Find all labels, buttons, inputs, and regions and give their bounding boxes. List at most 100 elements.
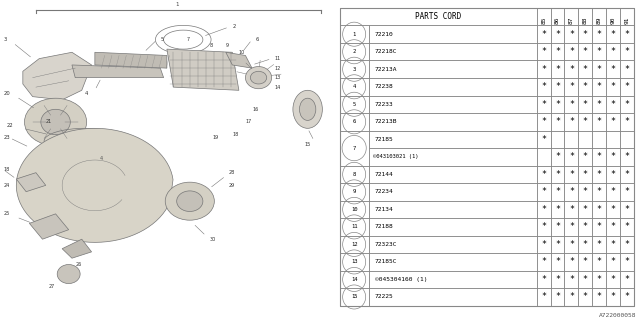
Bar: [537, 26, 550, 43]
Polygon shape: [16, 173, 45, 192]
Bar: [340, 236, 369, 253]
Bar: [606, 43, 620, 60]
Text: 91: 91: [625, 16, 629, 24]
Bar: [592, 165, 606, 183]
Ellipse shape: [165, 182, 214, 220]
Text: *: *: [611, 152, 616, 161]
Bar: [564, 253, 579, 271]
Text: *: *: [596, 30, 602, 39]
Bar: [620, 60, 634, 78]
Text: 88: 88: [583, 16, 588, 24]
Bar: [340, 253, 369, 271]
Bar: [537, 183, 550, 201]
Bar: [369, 236, 537, 253]
Text: *: *: [596, 292, 602, 301]
Text: 89: 89: [596, 16, 602, 24]
Text: *: *: [569, 100, 574, 109]
Bar: [620, 218, 634, 236]
Text: *: *: [555, 82, 560, 91]
Bar: [579, 201, 592, 218]
Bar: [550, 26, 564, 43]
Bar: [564, 148, 579, 165]
Text: *: *: [569, 152, 574, 161]
Bar: [579, 165, 592, 183]
Text: ©043103021 (1): ©043103021 (1): [373, 154, 419, 159]
Bar: [620, 113, 634, 131]
Text: *: *: [611, 100, 616, 109]
Text: 4: 4: [353, 84, 356, 89]
Bar: [592, 148, 606, 165]
Bar: [369, 96, 537, 113]
Bar: [620, 8, 634, 26]
Text: *: *: [611, 170, 616, 179]
Text: ©045304160 (1): ©045304160 (1): [374, 277, 427, 282]
Bar: [579, 253, 592, 271]
Bar: [537, 288, 550, 306]
Text: 72185C: 72185C: [374, 260, 397, 264]
Bar: [579, 60, 592, 78]
Bar: [606, 218, 620, 236]
Bar: [620, 96, 634, 113]
Text: *: *: [541, 30, 546, 39]
Text: *: *: [555, 100, 560, 109]
Text: *: *: [611, 65, 616, 74]
Bar: [537, 113, 550, 131]
Text: *: *: [625, 275, 629, 284]
Bar: [579, 271, 592, 288]
Text: *: *: [541, 257, 546, 267]
Text: 85: 85: [541, 16, 546, 24]
Text: 90: 90: [611, 16, 616, 24]
Bar: [606, 8, 620, 26]
Text: 26: 26: [76, 262, 81, 267]
Bar: [606, 271, 620, 288]
Text: 17: 17: [245, 119, 252, 124]
Bar: [369, 78, 537, 96]
Text: *: *: [569, 222, 574, 231]
Text: *: *: [555, 188, 560, 196]
Bar: [537, 131, 550, 148]
Bar: [592, 271, 606, 288]
Text: 30: 30: [209, 237, 216, 242]
Text: 28: 28: [229, 170, 236, 175]
Text: *: *: [611, 205, 616, 214]
Bar: [550, 113, 564, 131]
Bar: [369, 271, 537, 288]
Text: *: *: [625, 188, 629, 196]
Text: 29: 29: [229, 183, 235, 188]
Text: *: *: [625, 222, 629, 231]
Text: 24: 24: [3, 183, 10, 188]
Text: *: *: [596, 47, 602, 56]
Text: *: *: [611, 257, 616, 267]
Bar: [592, 78, 606, 96]
Bar: [606, 60, 620, 78]
Text: 4: 4: [100, 156, 103, 161]
Text: 15: 15: [351, 294, 357, 300]
Bar: [620, 78, 634, 96]
Text: 27: 27: [49, 284, 55, 289]
Bar: [537, 43, 550, 60]
Polygon shape: [29, 214, 68, 239]
Text: *: *: [583, 257, 588, 267]
Bar: [340, 201, 369, 218]
Bar: [369, 113, 537, 131]
Ellipse shape: [177, 191, 203, 212]
Text: 72218C: 72218C: [374, 49, 397, 54]
Text: *: *: [596, 275, 602, 284]
Text: *: *: [625, 170, 629, 179]
Text: 11: 11: [351, 224, 357, 229]
Text: 23: 23: [3, 135, 10, 140]
Text: *: *: [583, 65, 588, 74]
Text: *: *: [596, 100, 602, 109]
Text: 72238: 72238: [374, 84, 394, 89]
Bar: [606, 131, 620, 148]
Text: *: *: [625, 292, 629, 301]
Text: 72210: 72210: [374, 32, 394, 37]
Text: *: *: [541, 292, 546, 301]
Bar: [592, 183, 606, 201]
Text: 7: 7: [186, 37, 189, 42]
Bar: [620, 165, 634, 183]
Bar: [340, 113, 369, 131]
Bar: [606, 26, 620, 43]
Text: *: *: [583, 30, 588, 39]
Bar: [592, 131, 606, 148]
